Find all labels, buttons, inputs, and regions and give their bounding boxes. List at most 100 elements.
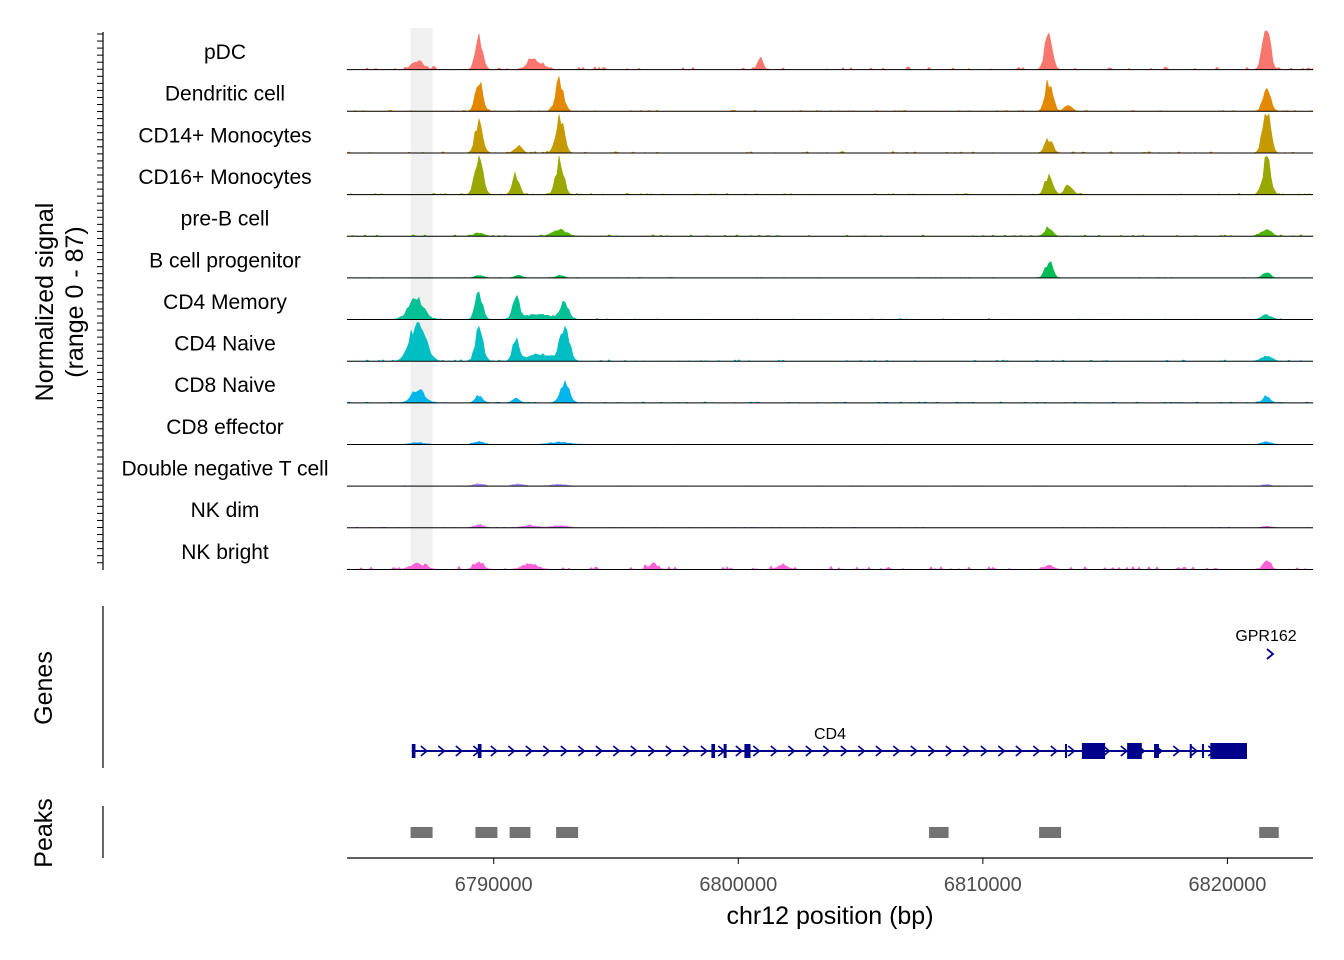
- x-tick-label: 6810000: [944, 874, 1022, 896]
- track-pre-b-cell: pre-B cell: [181, 208, 1314, 237]
- track-cd14-monocytes: CD14+ Monocytes: [138, 113, 1314, 154]
- strand-arrow: [700, 745, 709, 757]
- exon: [711, 744, 716, 758]
- strand-arrow: [1266, 648, 1275, 660]
- track-double-negative-t-cell: Double negative T cell: [121, 458, 1314, 487]
- strand-arrow: [630, 745, 639, 757]
- strand-arrow: [1067, 745, 1076, 757]
- exon: [411, 744, 416, 758]
- strand-arrow: [927, 745, 936, 757]
- gene-label: GPR162: [1235, 628, 1296, 645]
- y-axis-subtitle: (range 0 - 87): [61, 226, 89, 377]
- track-label: B cell progenitor: [149, 249, 301, 272]
- signal-area: [346, 291, 1314, 320]
- exon: [1201, 744, 1204, 758]
- peak-box: [1259, 827, 1279, 838]
- signal-area: [347, 322, 1313, 362]
- strand-arrow: [595, 745, 604, 757]
- track-label: CD4 Memory: [163, 291, 287, 314]
- gene-cd4: CD4: [411, 726, 1247, 759]
- strand-arrow: [1120, 745, 1129, 757]
- exon: [477, 744, 482, 758]
- exon: [1210, 743, 1247, 759]
- strand-arrow: [1050, 745, 1059, 757]
- highlight-region-layer: [410, 28, 433, 570]
- peaks-track-label: Peaks: [30, 798, 58, 867]
- strand-arrow: [420, 745, 429, 757]
- strand-arrow: [945, 745, 954, 757]
- coverage-tracks: pDC Dendritic cell CD14+ Monocytes CD16+ Mo…: [121, 30, 1314, 570]
- track-label: CD4 Naive: [174, 333, 276, 356]
- strand-arrow: [857, 745, 866, 757]
- genes-track: CD4 GPR162: [102, 606, 1297, 768]
- peak-box: [1039, 827, 1062, 838]
- exon: [1154, 744, 1159, 758]
- signal-area: [346, 113, 1314, 154]
- signal-area: [346, 560, 1314, 570]
- strand-arrow: [577, 745, 586, 757]
- strand-arrow: [1015, 745, 1024, 757]
- strand-arrow: [910, 745, 919, 757]
- strand-arrow: [1032, 745, 1041, 757]
- genes-track-label: Genes: [30, 651, 58, 725]
- strand-arrow: [875, 745, 884, 757]
- track-cd8-effector: CD8 effector: [166, 416, 1314, 445]
- gene-label: CD4: [814, 726, 846, 743]
- track-label: Double negative T cell: [121, 458, 328, 481]
- highlight-region: [410, 28, 433, 570]
- exon: [744, 744, 751, 758]
- strand-arrow: [840, 745, 849, 757]
- strand-arrow: [770, 745, 779, 757]
- exon: [1064, 744, 1067, 758]
- strand-arrow: [682, 745, 691, 757]
- strand-arrow: [822, 745, 831, 757]
- strand-arrow: [665, 745, 674, 757]
- peak-box: [556, 827, 579, 838]
- strand-arrow: [1190, 745, 1199, 757]
- y-axis-title: Normalized signal: [31, 203, 59, 402]
- track-label: CD8 Naive: [174, 374, 276, 397]
- track-cd8-naive: CD8 Naive: [174, 374, 1314, 404]
- track-label: CD8 effector: [166, 416, 284, 439]
- track-cd4-naive: CD4 Naive: [174, 322, 1313, 362]
- strand-arrow: [787, 745, 796, 757]
- strand-arrow: [892, 745, 901, 757]
- track-label: Dendritic cell: [165, 83, 285, 106]
- track-label: NK dim: [191, 499, 260, 522]
- track-label: pre-B cell: [181, 208, 270, 231]
- strand-arrow: [1172, 745, 1181, 757]
- x-axis-title: chr12 position (bp): [726, 902, 933, 930]
- track-label: pDC: [204, 41, 246, 64]
- track-nk-bright: NK bright: [181, 541, 1314, 570]
- exon: [723, 744, 727, 758]
- strand-arrow: [805, 745, 814, 757]
- peak-box: [410, 827, 433, 838]
- strand-arrow: [1102, 745, 1111, 757]
- gene-gpr162: GPR162: [1235, 628, 1297, 660]
- strand-arrow: [490, 745, 499, 757]
- strand-arrow: [735, 745, 744, 757]
- track-cd4-memory: CD4 Memory: [163, 291, 1314, 321]
- strand-arrow: [455, 745, 464, 757]
- strand-arrow: [437, 745, 446, 757]
- signal-area: [347, 261, 1313, 279]
- track-cd16-monocytes: CD16+ Monocytes: [138, 155, 1313, 196]
- strand-arrow: [560, 745, 569, 757]
- exon: [1189, 744, 1192, 758]
- track-nk-dim: NK dim: [191, 499, 1313, 529]
- signal-area: [347, 155, 1313, 195]
- track-label: CD14+ Monocytes: [138, 124, 311, 147]
- strand-arrow: [997, 745, 1006, 757]
- peak-box: [475, 827, 498, 838]
- strand-arrow: [647, 745, 656, 757]
- x-tick-label: 6790000: [455, 874, 533, 896]
- track-dendritic-cell: Dendritic cell: [165, 76, 1314, 112]
- exon: [1081, 743, 1106, 759]
- signal-area: [346, 379, 1314, 404]
- signal-area: [346, 226, 1314, 237]
- signal-area: [347, 76, 1314, 112]
- strand-arrow: [752, 745, 761, 757]
- x-tick-label: 6800000: [699, 874, 777, 896]
- x-axis: 6790000 6800000 6810000 6820000: [347, 857, 1313, 896]
